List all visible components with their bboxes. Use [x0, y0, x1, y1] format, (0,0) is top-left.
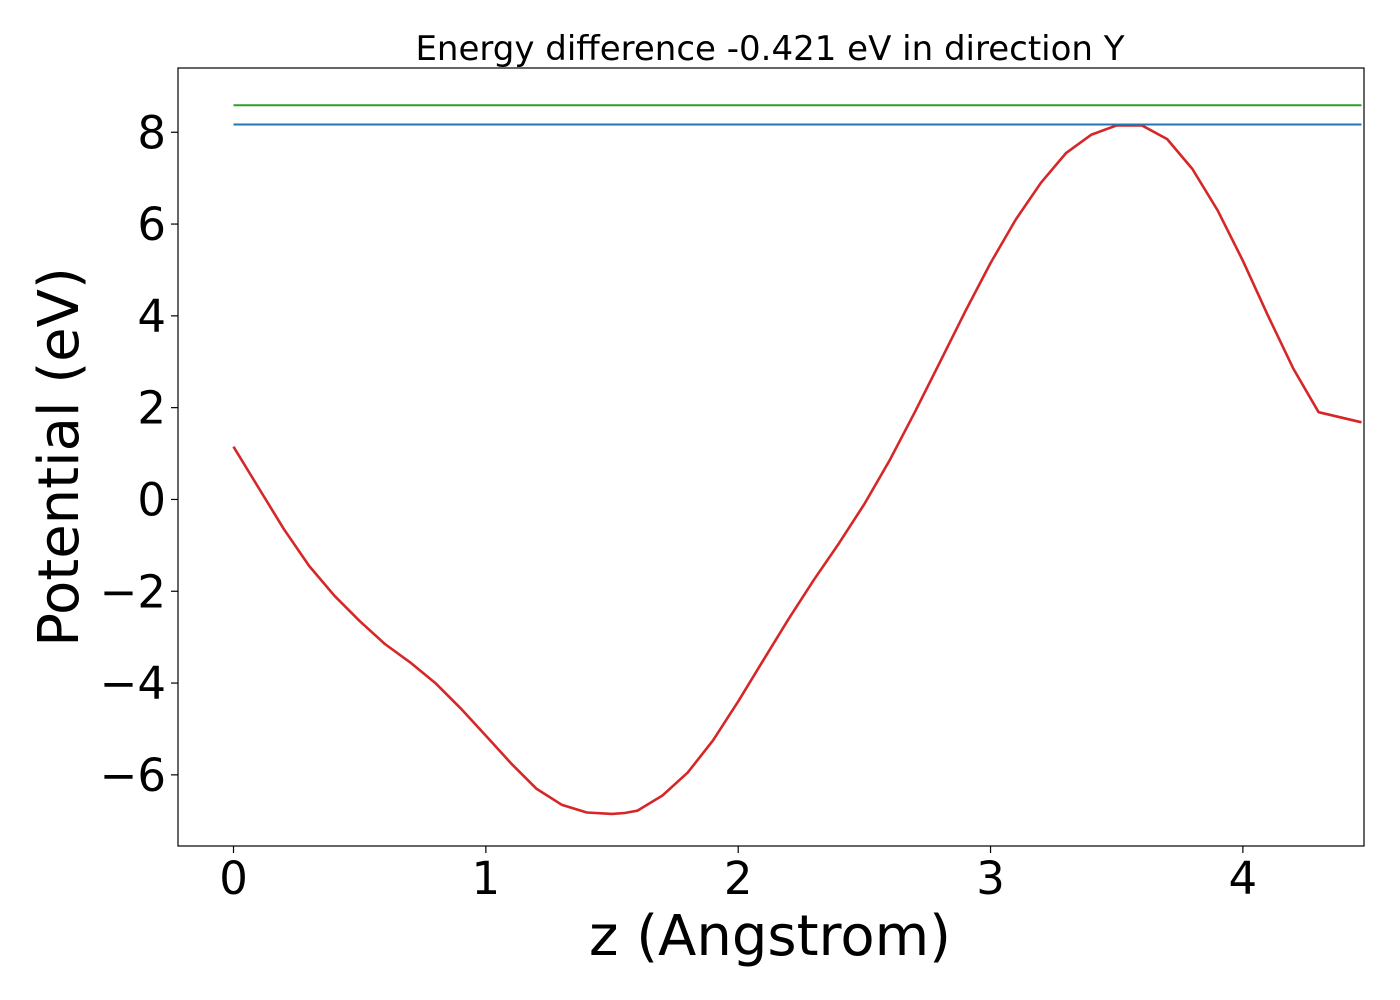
y-axis-label: Potential (eV): [27, 267, 92, 647]
x-tick-label: 1: [472, 852, 501, 905]
y-tick-label: −4: [100, 657, 166, 710]
y-tick-label: 6: [137, 198, 166, 251]
x-axis: 0 1 2 3 4: [219, 846, 1257, 905]
x-axis-label: z (Angstrom): [589, 904, 951, 969]
plot-frame: [177, 67, 1365, 847]
chart-title: Energy difference -0.421 eV in direction…: [415, 29, 1124, 69]
y-tick-label: 2: [137, 382, 166, 435]
x-tick-label: 0: [219, 852, 248, 905]
x-tick-label: 2: [724, 852, 753, 905]
x-tick-label: 3: [976, 852, 1005, 905]
y-tick-label: 4: [137, 290, 166, 343]
plot-area: [177, 67, 1365, 847]
y-tick-label: 8: [137, 106, 166, 159]
x-tick-label: 4: [1229, 852, 1258, 905]
series-line-0: [232, 124, 1362, 816]
y-tick-label: −2: [100, 565, 166, 618]
series-layer: [232, 104, 1362, 816]
y-tick-label: −6: [100, 749, 166, 802]
y-tick-label: 0: [137, 473, 166, 526]
y-axis: −6 −4 −2 0 2 4 6 8: [100, 106, 178, 802]
